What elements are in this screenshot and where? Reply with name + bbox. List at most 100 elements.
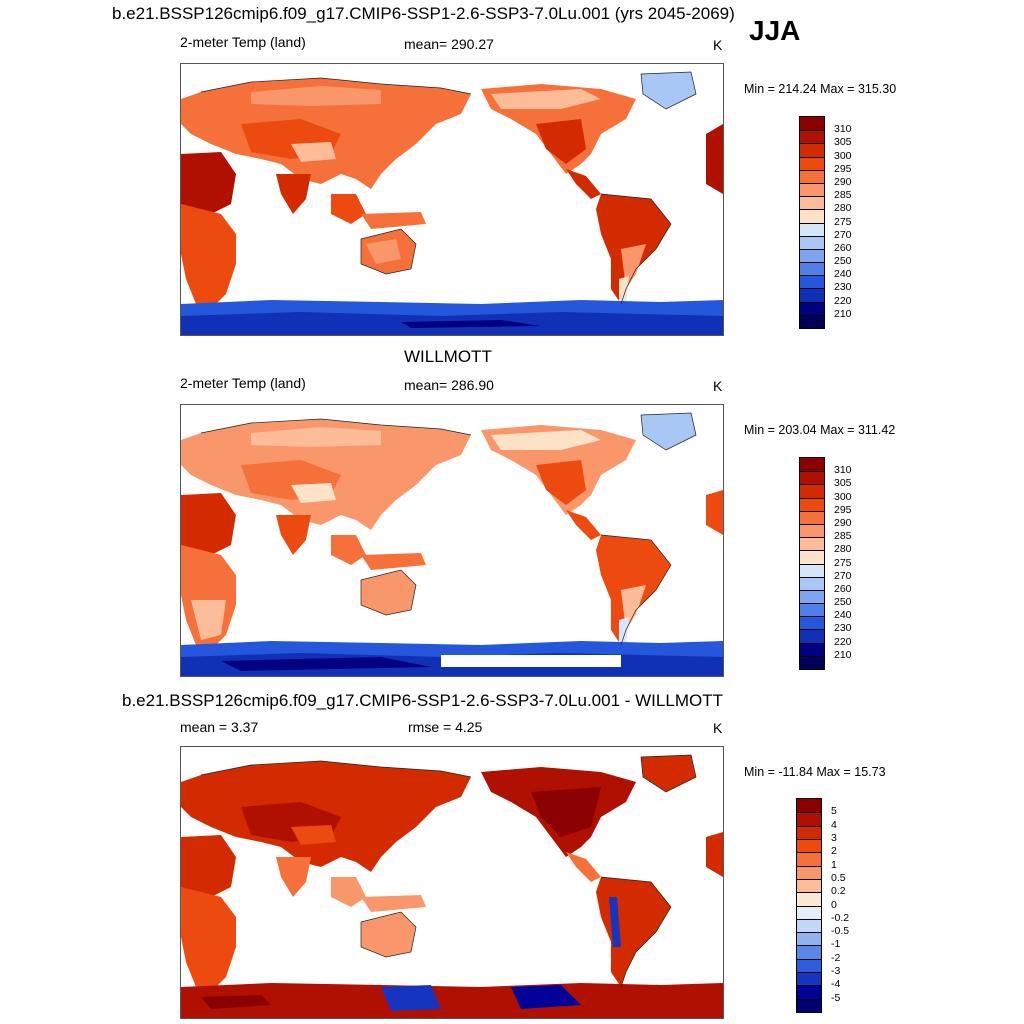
panel3-mean-label: mean = 3.37 — [180, 719, 259, 735]
panel3-map — [180, 746, 724, 1019]
colorbar-tick-label: 310 — [834, 464, 852, 477]
colorbar-swatch — [800, 537, 824, 551]
panel1-variable-label: 2-meter Temp (land) — [180, 34, 306, 50]
panel1-units-label: K — [713, 37, 723, 53]
colorbar-tick-label: 290 — [834, 516, 852, 529]
colorbar-swatch — [800, 523, 824, 538]
colorbar-tick-label: 305 — [834, 477, 852, 490]
colorbar-swatch — [797, 865, 821, 879]
colorbar-swatch — [797, 892, 821, 906]
colorbar-swatch — [800, 275, 824, 289]
colorbar-swatch — [797, 825, 821, 839]
panel2-land — [181, 413, 723, 676]
colorbar-swatch — [800, 235, 824, 249]
colorbar-swatch — [800, 314, 824, 328]
colorbar-swatch — [800, 130, 824, 144]
colorbar-swatch — [797, 972, 821, 986]
colorbar-tick-label: 300 — [834, 149, 852, 162]
panel2-mean-label: mean= 286.90 — [404, 377, 494, 393]
colorbar-swatch — [800, 655, 824, 669]
colorbar-swatch — [800, 262, 824, 276]
colorbar-swatch — [797, 905, 821, 919]
colorbar-tick-label: 285 — [834, 189, 852, 202]
colorbar-swatch — [800, 143, 824, 157]
panel3-minmax-label: Min = -11.84 Max = 15.73 — [744, 765, 886, 779]
colorbar-swatch — [800, 458, 824, 472]
colorbar-tick-label: 290 — [834, 175, 852, 188]
colorbar-tick-label: 3 — [831, 831, 837, 844]
colorbar-tick-label: 270 — [834, 569, 852, 582]
colorbar-swatch — [797, 998, 821, 1012]
colorbar-tick-label: 0.5 — [831, 871, 846, 884]
colorbar-tick-label: -1 — [831, 938, 841, 951]
colorbar-swatch — [797, 958, 821, 973]
panel3-title: b.e21.BSSP126cmip6.f09_g17.CMIP6-SSP1-2.… — [122, 691, 723, 710]
colorbar-tick-label: 260 — [834, 241, 852, 254]
colorbar-swatch — [800, 510, 824, 524]
panel3-colorbar: 5 4 3 2 1 0.5 0.2 0 -0.2 -0.5 -1 -2 -3 -4 -5 — [796, 798, 849, 1013]
panel3-rmse-label: rmse = 4.25 — [408, 719, 483, 735]
colorbar-swatch — [800, 471, 824, 485]
colorbar-swatch — [800, 222, 824, 236]
colorbar-tick-label: -0.2 — [831, 911, 850, 924]
colorbar-tick-label: 300 — [834, 490, 852, 503]
colorbar-tick-label: 285 — [834, 530, 852, 543]
panel2-units-label: K — [713, 378, 723, 394]
colorbar-swatch — [800, 616, 824, 630]
colorbar-tick-label: 310 — [834, 123, 852, 136]
colorbar-swatch — [800, 117, 824, 131]
colorbar-swatch — [797, 838, 821, 853]
colorbar-tick-label: 305 — [834, 136, 852, 149]
colorbar-swatch — [800, 563, 824, 577]
colorbar-tick-label: 210 — [834, 307, 852, 320]
colorbar-swatch — [800, 156, 824, 170]
panel2-minmax-label: Min = 203.04 Max = 311.42 — [744, 423, 896, 437]
panel3-units-label: K — [713, 720, 723, 736]
colorbar-swatch — [797, 945, 821, 959]
colorbar-tick-label: 275 — [834, 215, 852, 228]
panel3-land — [181, 755, 723, 1018]
colorbar-swatch — [800, 182, 824, 197]
colorbar-tick-label: 275 — [834, 556, 852, 569]
colorbar-swatch — [800, 209, 824, 223]
panel3-coastlines — [200, 754, 697, 988]
colorbar-tick-label: 240 — [834, 268, 852, 281]
colorbar-swatch — [800, 576, 824, 590]
colorbar-swatch — [800, 288, 824, 302]
colorbar-tick-label: 210 — [834, 648, 852, 661]
colorbar-swatch — [797, 812, 821, 826]
panel1-coastlines — [200, 71, 697, 305]
colorbar-tick-label: 230 — [834, 622, 852, 635]
colorbar-swatch — [800, 248, 824, 263]
panel1-title: b.e21.BSSP126cmip6.f09_g17.CMIP6-SSP1-2.… — [112, 4, 735, 23]
colorbar-tick-label: 270 — [834, 228, 852, 241]
colorbar-tick-label: 1 — [831, 858, 837, 871]
colorbar-tick-label: 2 — [831, 845, 837, 858]
panel2-colorbar: 310 305 300 295 290 285 280 275 270 260 250 240 230 2… — [799, 457, 852, 670]
colorbar-tick-label: 295 — [834, 503, 852, 516]
colorbar-swatch — [797, 918, 821, 933]
colorbar-swatch — [800, 196, 824, 210]
colorbar-tick-label: 4 — [831, 818, 837, 831]
panel2-title: WILLMOTT — [404, 347, 492, 366]
colorbar-swatch — [800, 301, 824, 315]
colorbar-swatch — [800, 497, 824, 511]
colorbar-tick-label: -2 — [831, 951, 841, 964]
colorbar-tick-label: 230 — [834, 281, 852, 294]
colorbar-swatch — [800, 550, 824, 564]
panel1-colorbar: 310 305 300 295 290 285 280 275 270 260 250 240 230 2… — [799, 116, 852, 329]
colorbar-swatch — [797, 852, 821, 866]
colorbar-tick-label: -4 — [831, 978, 841, 991]
colorbar-swatch — [800, 169, 824, 183]
panel1-map — [180, 63, 724, 336]
colorbar-swatch — [800, 642, 824, 656]
colorbar-tick-label: 220 — [834, 635, 852, 648]
colorbar-tick-label: 0 — [831, 898, 837, 911]
colorbar-swatch — [797, 932, 821, 946]
colorbar-swatch — [797, 878, 821, 893]
panel1-mean-label: mean= 290.27 — [404, 36, 494, 52]
colorbar-tick-label: 250 — [834, 255, 852, 268]
colorbar-tick-label: -3 — [831, 965, 841, 978]
panel2-variable-label: 2-meter Temp (land) — [180, 375, 306, 391]
colorbar-tick-label: 0.2 — [831, 885, 846, 898]
